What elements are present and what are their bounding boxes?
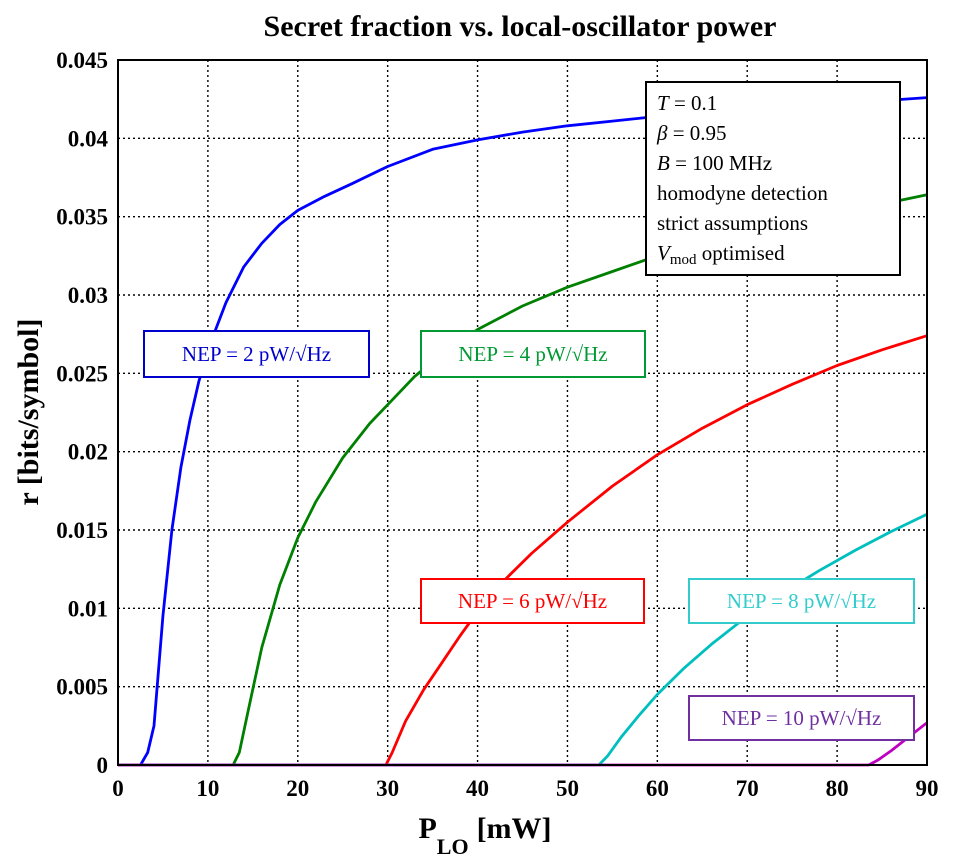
y-tick-label: 0.02: [68, 440, 108, 465]
x-axis-label-main: P: [418, 812, 436, 845]
legend-label-nep-10: NEP = 10 pW/√Hz: [688, 695, 915, 741]
param-assumptions: strict assumptions: [657, 211, 809, 235]
x-tick-label: 30: [376, 776, 399, 801]
legend-label-nep-8: NEP = 8 pW/√Hz: [688, 578, 915, 624]
param-vmod: Vmod optimised: [657, 241, 785, 268]
legend-label-nep-6: NEP = 6 pW/√Hz: [420, 578, 645, 624]
x-tick-label: 20: [286, 776, 309, 801]
parameters-box: T = 0.1 β = 0.95 B = 100 MHz homodyne de…: [645, 81, 901, 276]
param-t: T = 0.1: [657, 91, 718, 115]
param-beta: β = 0.95: [657, 121, 727, 145]
y-tick-label: 0.035: [56, 205, 108, 230]
param-detection: homodyne detection: [657, 181, 828, 205]
y-tick-label: 0.015: [56, 518, 108, 543]
y-axis-label: r [bits/symbol]: [12, 319, 45, 506]
x-tick-label: 40: [466, 776, 489, 801]
x-tick-label: 50: [556, 776, 579, 801]
y-tick-labels: 0 0.005 0.01 0.015 0.02 0.025 0.03 0.035 0.04 0.0…: [56, 48, 108, 778]
chart-title: Secret fraction vs. local-oscillator pow…: [264, 10, 777, 43]
series-line-2: [118, 334, 928, 767]
x-tick-label: 80: [826, 776, 849, 801]
x-tick-label: 90: [916, 776, 939, 801]
series-line-1: [118, 193, 928, 767]
x-tick-labels: 0 10 20 30 40 50 60 70 80 90: [112, 776, 938, 801]
y-tick-label: 0.025: [56, 361, 108, 386]
legend-label-nep-4: NEP = 4 pW/√Hz: [420, 330, 646, 378]
x-axis-label-sub: LO: [437, 834, 469, 859]
x-tick-label: 70: [736, 776, 759, 801]
y-tick-label: 0.04: [68, 126, 109, 151]
x-tick-label: 0: [112, 776, 124, 801]
x-tick-label: 60: [646, 776, 669, 801]
y-tick-label: 0.045: [56, 48, 108, 73]
x-axis-label: PLO [mW]: [418, 812, 551, 859]
x-tick-label: 10: [196, 776, 219, 801]
legend-label-nep-2: NEP = 2 pW/√Hz: [143, 330, 370, 378]
y-tick-label: 0.03: [68, 283, 108, 308]
y-tick-label: 0.005: [56, 675, 108, 700]
y-tick-label: 0: [97, 753, 109, 778]
x-axis-label-unit: [mW]: [477, 812, 552, 845]
param-b: B = 100 MHz: [657, 151, 773, 175]
series-line-3: [118, 513, 928, 767]
y-tick-label: 0.01: [68, 596, 108, 621]
plot-frame: [117, 59, 928, 766]
